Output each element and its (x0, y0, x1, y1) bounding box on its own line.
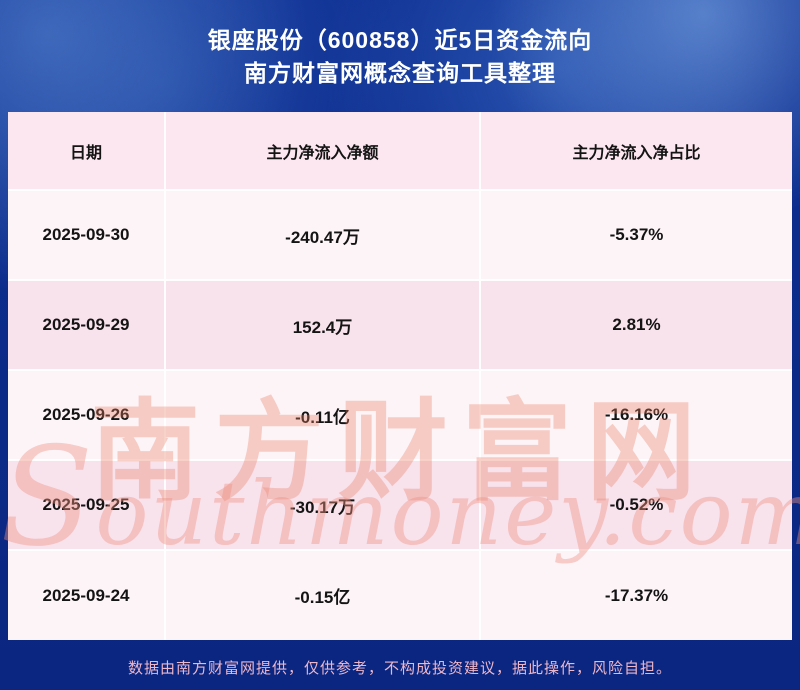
fund-flow-table: 日期 主力净流入净额 主力净流入净占比 2025-09-30 -240.47万 … (8, 112, 792, 640)
table-header-row: 日期 主力净流入净额 主力净流入净占比 (8, 112, 792, 191)
table-row: 2025-09-24 -0.15亿 -17.37% (8, 550, 792, 640)
footer-disclaimer: 数据由南方财富网提供，仅供参考，不构成投资建议，据此操作，风险自担。 (127, 660, 672, 677)
table-row: 2025-09-26 -0.11亿 -16.16% (8, 370, 792, 461)
net-ratio-cell: -5.37% (480, 190, 792, 281)
col-header-date: 日期 (8, 112, 166, 191)
date-cell: 2025-09-25 (8, 460, 166, 551)
page-title: 银座股份（600858）近5日资金流向 南方财富网概念查询工具整理 (0, 0, 800, 90)
title-line-1: 银座股份（600858）近5日资金流向 (207, 27, 593, 53)
net-ratio-cell: -0.52% (480, 460, 792, 551)
table-row: 2025-09-29 152.4万 2.81% (8, 280, 792, 371)
net-ratio-cell: -17.37% (480, 550, 792, 640)
net-ratio-cell: -16.16% (480, 370, 792, 461)
net-inflow-cell: -0.11亿 (165, 370, 481, 461)
date-cell: 2025-09-26 (8, 370, 166, 461)
table-row: 2025-09-30 -240.47万 -5.37% (8, 190, 792, 281)
col-header-net-ratio: 主力净流入净占比 (480, 112, 792, 191)
date-cell: 2025-09-29 (8, 280, 166, 371)
date-cell: 2025-09-24 (8, 550, 166, 640)
col-header-net-inflow: 主力净流入净额 (165, 112, 481, 191)
net-inflow-cell: -240.47万 (165, 190, 481, 281)
title-line-2: 南方财富网概念查询工具整理 (244, 60, 556, 86)
net-ratio-cell: 2.81% (480, 280, 792, 371)
net-inflow-cell: -0.15亿 (165, 550, 481, 640)
table-row: 2025-09-25 -30.17万 -0.52% (8, 460, 792, 551)
net-inflow-cell: 152.4万 (165, 280, 481, 371)
date-cell: 2025-09-30 (8, 190, 166, 281)
net-inflow-cell: -30.17万 (165, 460, 481, 551)
